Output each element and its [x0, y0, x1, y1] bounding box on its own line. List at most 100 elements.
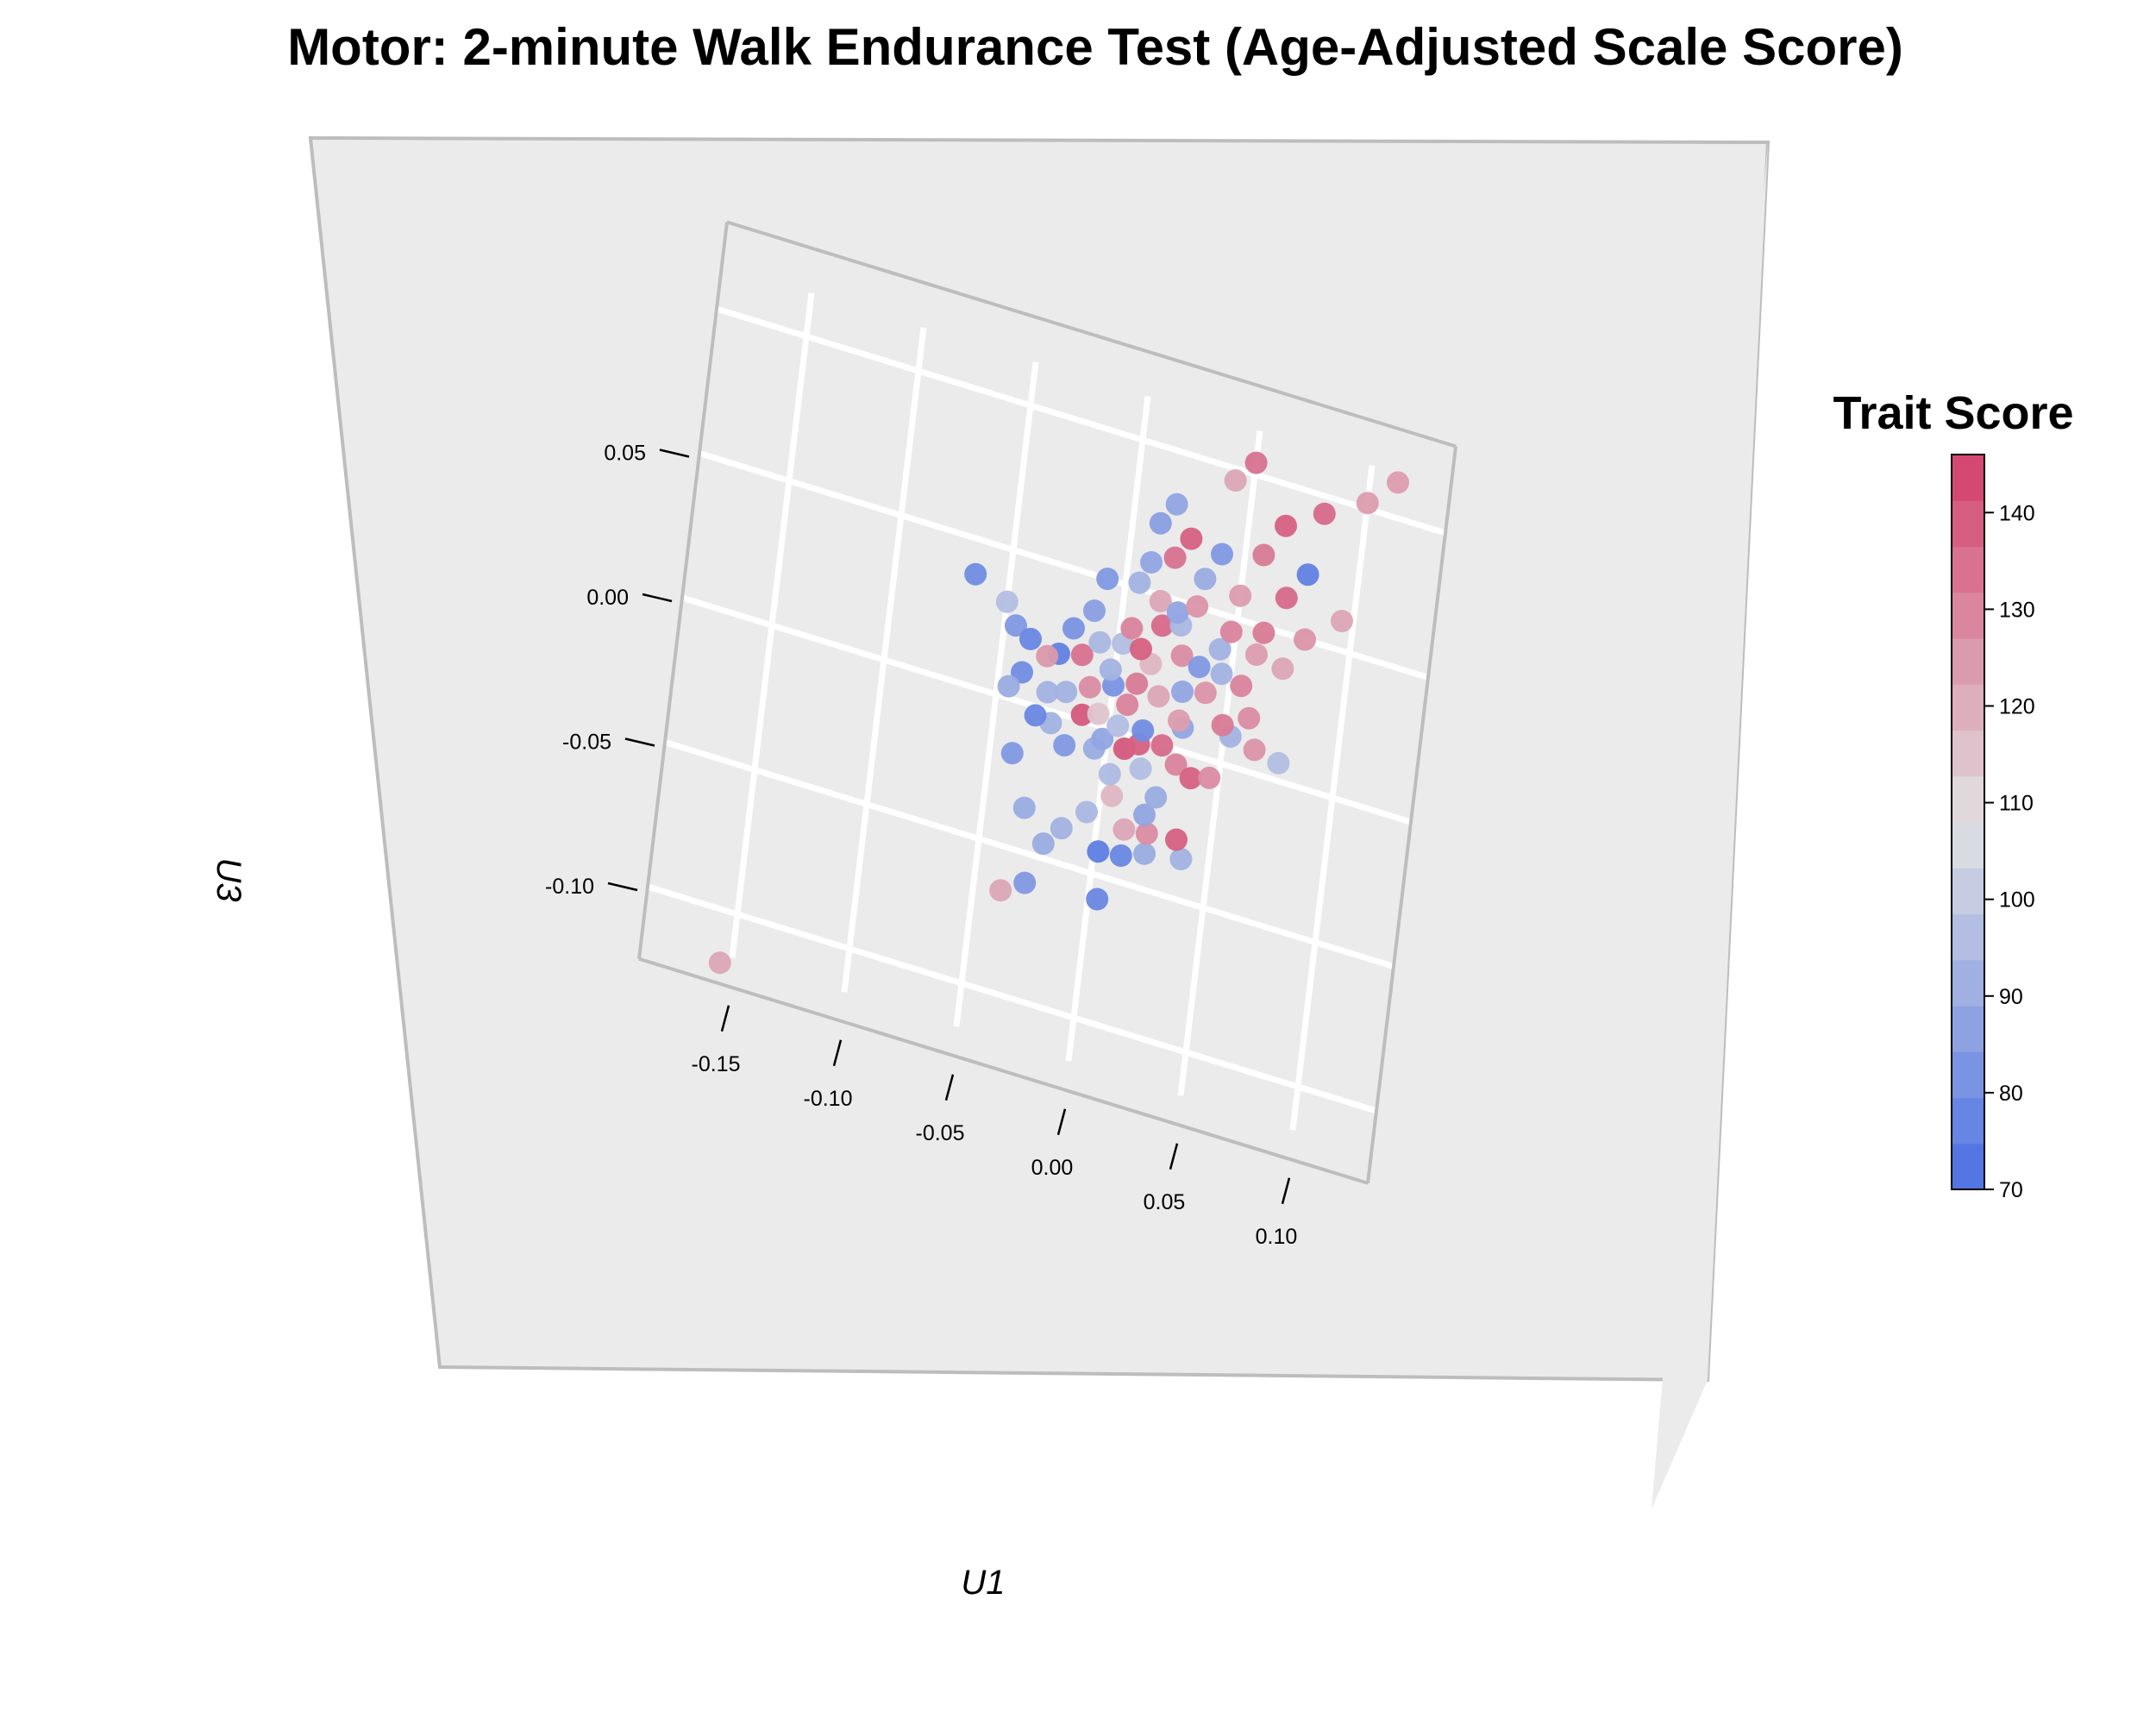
grid-line-z-4: [646, 883, 1378, 1114]
data-point-7: [1109, 844, 1132, 867]
z-tick-label-1: 0.00: [586, 586, 629, 610]
data-point-49: [1147, 685, 1170, 708]
z-tick-label-3: -0.10: [545, 875, 594, 899]
colorbar: Trait Score 70 80 90 100 110 120 130 140: [1833, 387, 2073, 1202]
right-wall: [1651, 142, 1768, 1509]
x-tick-mark-4: [1169, 1143, 1179, 1170]
colorbar-step-3: [1952, 1006, 1984, 1052]
colorbar-step-15: [1952, 455, 1984, 501]
data-point-74: [1166, 601, 1189, 624]
data-point-0: [708, 951, 731, 975]
data-point-41: [1267, 751, 1290, 775]
data-point-12: [1112, 818, 1136, 841]
data-point-55: [1062, 617, 1085, 640]
data-point-19: [1053, 734, 1076, 757]
grid-line-z-0: [715, 305, 1447, 536]
data-point-8: [1133, 842, 1156, 865]
data-point-29: [1070, 703, 1094, 726]
colorbar-tick-label-6: 130: [1999, 598, 2035, 622]
data-point-102: [1130, 637, 1152, 661]
colorbar-tick-label-1: 80: [1999, 1082, 2023, 1106]
x-tick-label-5: 0.10: [1256, 1225, 1298, 1249]
colorbar-step-13: [1952, 546, 1984, 593]
colorbar-tick-label-3: 100: [1999, 888, 2035, 913]
data-point-53: [1005, 614, 1027, 637]
x-tick-mark-3: [1056, 1108, 1067, 1136]
data-point-66: [1150, 614, 1174, 637]
x-tick-label-1: -0.10: [804, 1087, 853, 1111]
data-point-80: [1163, 546, 1187, 569]
z-tick-mark-3: [607, 881, 638, 892]
data-point-10: [1165, 828, 1188, 851]
colorbar-step-7: [1952, 822, 1984, 869]
colorbar-step-9: [1952, 730, 1984, 777]
data-point-14: [1100, 784, 1124, 807]
colorbar-step-11: [1952, 638, 1984, 685]
data-point-93: [1313, 502, 1336, 525]
z-axis-title: U3: [210, 857, 248, 901]
z-tick-mark-1: [642, 593, 673, 603]
data-point-86: [1180, 527, 1203, 550]
colorbar-tick-label-2: 90: [1999, 985, 2023, 1009]
colorbar-step-4: [1952, 959, 1984, 1007]
data-point-76: [1219, 620, 1243, 643]
back-wall: [308, 135, 1771, 1383]
data-point-37: [1116, 693, 1139, 717]
data-point-92: [1224, 469, 1247, 492]
data-point-94: [1244, 451, 1268, 474]
data-point-101: [1099, 658, 1122, 681]
data-point-9: [1169, 848, 1193, 870]
data-point-33: [1036, 681, 1059, 704]
data-point-21: [1024, 704, 1047, 727]
colorbar-frame: [1951, 454, 1985, 1190]
data-point-61: [1230, 674, 1253, 698]
data-points: [708, 451, 1409, 975]
box-edge-right: [1366, 446, 1457, 1183]
data-point-42: [1211, 713, 1234, 737]
data-point-51: [1194, 681, 1217, 705]
z-tick-label-0: 0.05: [604, 442, 646, 466]
data-point-16: [1144, 786, 1168, 809]
x-tick-label-3: 0.00: [1031, 1156, 1074, 1180]
colorbar-tick-label-5: 120: [1999, 695, 2035, 719]
data-point-30: [1087, 702, 1110, 725]
data-point-89: [1296, 563, 1319, 586]
data-point-22: [1091, 727, 1114, 750]
data-point-50: [1171, 681, 1194, 703]
data-point-25: [1150, 734, 1174, 757]
data-point-91: [1275, 514, 1297, 537]
data-point-34: [1011, 661, 1033, 684]
data-point-1: [989, 879, 1012, 902]
data-point-87: [1211, 543, 1233, 566]
data-point-35: [997, 674, 1020, 698]
data-point-40: [1243, 738, 1266, 762]
data-point-43: [1078, 675, 1101, 699]
data-point-84: [1331, 610, 1353, 632]
data-point-4: [1012, 796, 1036, 819]
data-point-68: [1208, 637, 1232, 661]
z-tick-mark-2: [624, 737, 655, 747]
data-point-13: [1075, 800, 1098, 824]
colorbar-step-10: [1952, 684, 1984, 731]
data-point-3: [1086, 888, 1109, 911]
data-point-31: [1106, 714, 1130, 737]
data-point-63: [995, 590, 1018, 613]
colorbar-step-8: [1952, 775, 1984, 823]
data-point-70: [1271, 657, 1294, 681]
data-point-27: [1179, 767, 1202, 790]
data-point-98: [1031, 832, 1055, 856]
box-edge-left: [637, 222, 729, 959]
colorbar-gradient: [1952, 455, 1984, 1190]
data-point-56: [1088, 630, 1112, 654]
chart-title: Motor: 2-minute Walk Endurance Test (Age…: [287, 18, 1903, 76]
box-edges: [637, 220, 1457, 1185]
data-point-97: [1000, 742, 1024, 765]
data-point-6: [1087, 840, 1110, 863]
data-point-52: [1238, 706, 1261, 730]
plot-scene[interactable]: -0.15 -0.10 -0.05 0.00 0.05 0.10 0.05 0.00 -0.0…: [308, 135, 1771, 1509]
data-point-83: [1275, 586, 1298, 610]
data-point-5: [1050, 817, 1073, 840]
x-tick-label-0: -0.15: [692, 1052, 741, 1076]
data-point-82: [1229, 584, 1252, 607]
